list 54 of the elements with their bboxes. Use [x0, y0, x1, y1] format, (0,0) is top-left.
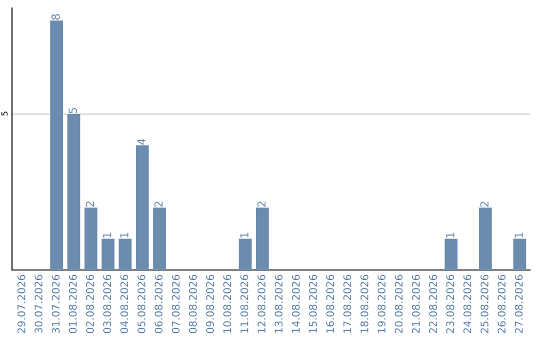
x-tick-label: 06.08.2026 [154, 274, 163, 334]
x-tick-label: 16.08.2026 [326, 274, 334, 333]
x-tick-label: 13.08.2026 [274, 274, 283, 333]
x-tick-label: 23.08.2026 [446, 274, 454, 334]
x-tick-label: 07.08.2026 [172, 274, 180, 334]
bar [444, 238, 458, 270]
data-label: 1 [240, 232, 248, 238]
x-tick-label: 02.08.2026 [86, 274, 94, 334]
data-label: 1 [514, 232, 523, 238]
data-label: 1 [120, 232, 128, 238]
bar [67, 114, 80, 270]
x-tick-label: 19.08.2026 [378, 274, 386, 333]
x-tick-label: 12.08.2026 [258, 274, 266, 333]
x-tick-label: 15.08.2026 [309, 274, 317, 333]
x-tick-label: 10.08.2026 [223, 274, 232, 333]
data-label: 2 [480, 202, 488, 207]
data-label: 2 [257, 202, 266, 207]
data-label: 1 [103, 232, 112, 238]
x-tick-label: 09.08.2026 [206, 274, 214, 334]
x-tick-label: 14.08.2026 [292, 274, 300, 333]
x-tick-label: 08.08.2026 [188, 274, 197, 334]
data-label: 4 [137, 138, 146, 145]
x-tick-label: 01.08.2026 [68, 274, 77, 334]
bar [153, 208, 166, 270]
bar [513, 238, 526, 270]
bar [136, 145, 149, 270]
bar [50, 20, 64, 270]
x-tick-label: 25.08.2026 [480, 274, 488, 334]
x-tick-label: 26.08.2026 [498, 274, 506, 334]
x-tick-label: 04.08.2026 [120, 274, 128, 334]
x-tick-label: 20.08.2026 [394, 274, 403, 334]
bar [84, 208, 98, 270]
x-tick-label: 22.08.2026 [429, 274, 437, 334]
data-label: 2 [86, 202, 94, 207]
x-tick-label: 24.08.2026 [463, 274, 472, 334]
bar [478, 208, 492, 270]
data-label: 1 [446, 232, 454, 238]
x-tick-label: 29.07.2026 [17, 274, 26, 334]
x-tick-label: 30.07.2026 [34, 274, 42, 334]
x-tick-label: 11.08.2026 [240, 274, 248, 333]
bar [238, 238, 252, 270]
bar [102, 238, 114, 270]
x-tick-label: 17.08.2026 [343, 274, 352, 333]
x-tick-label: 18.08.2026 [360, 274, 368, 333]
data-label: 5 [68, 108, 77, 114]
x-tick-label: 21.08.2026 [412, 274, 420, 334]
x-tick-label: 03.08.2026 [103, 274, 112, 334]
x-tick-label: 05.08.2026 [138, 274, 146, 334]
data-label: 2 [154, 202, 163, 207]
bar [256, 208, 269, 270]
x-tick-label: 27.08.2026 [514, 274, 523, 334]
data-label: 8 [51, 14, 60, 20]
x-tick-label: 31.07.2026 [52, 274, 60, 334]
bar [118, 238, 132, 270]
